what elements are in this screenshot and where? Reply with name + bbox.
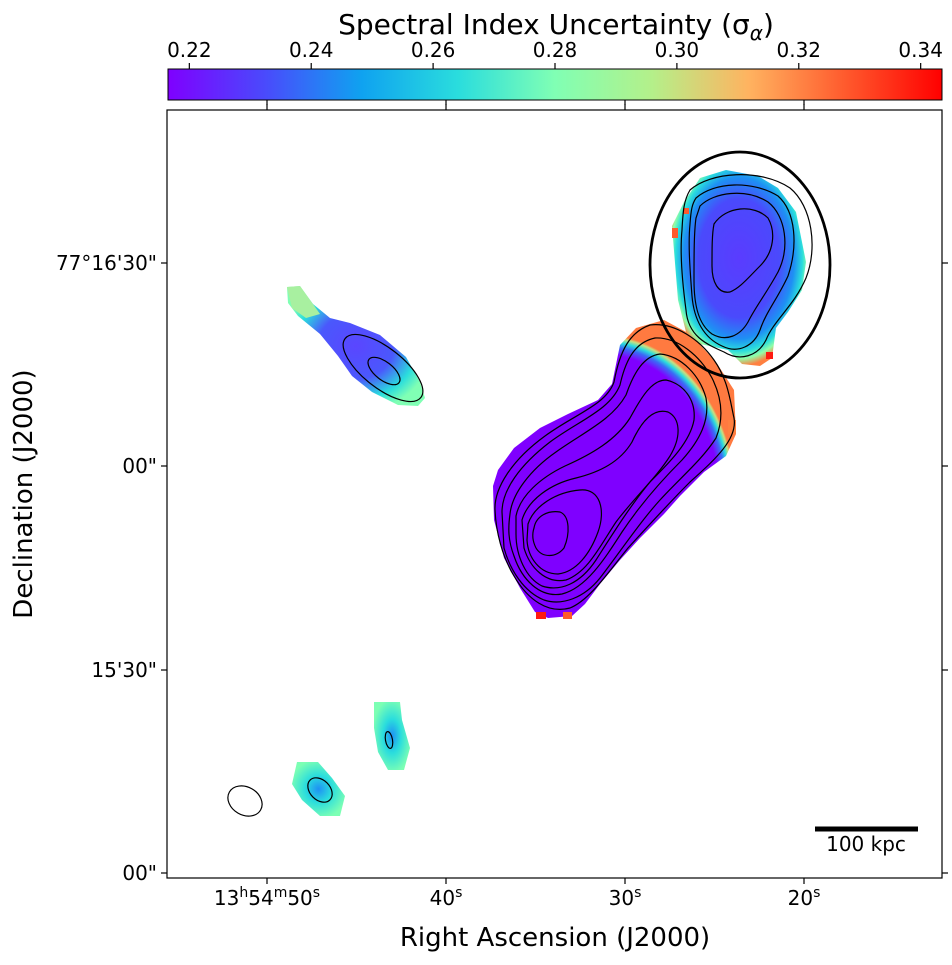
north-lobe-edge-pixel (766, 352, 773, 359)
colorbar-tick-label: 0.28 (533, 38, 578, 62)
region-ellipse (648, 150, 832, 380)
x-axis-label: Right Ascension (J2000) (400, 923, 710, 953)
x-tick-labels: 13h54m50s 40s 30s 20s (214, 885, 820, 910)
small-contours (307, 731, 394, 803)
left-contours (342, 333, 424, 403)
x-tick-label: 40s (430, 885, 463, 910)
y-tick-labels: 77°16'30" 00" 15'30" 00" (56, 251, 157, 885)
scale-bar-label: 100 kpc (826, 832, 906, 856)
colorbar-title: Spectral Index Uncertainty (σα) (338, 8, 774, 45)
colorbar-tick-label: 0.34 (898, 38, 943, 62)
colorbar-tick-label: 0.30 (655, 38, 700, 62)
beam-ellipse (227, 785, 263, 817)
x-tick-label: 20s (788, 885, 821, 910)
y-tick-label: 00" (122, 454, 157, 478)
y-tick-label: 77°16'30" (56, 251, 157, 275)
left-source-tail-edge (287, 286, 320, 318)
north-lobe-edge-pixel (683, 208, 689, 214)
core-edge-pixel (536, 612, 546, 619)
north-lobe-edge-pixel (672, 228, 678, 238)
core-edge-pixel (563, 612, 572, 619)
x-tick-label: 13h54m50s (214, 885, 320, 910)
y-tick-label: 00" (122, 861, 157, 885)
colorbar-tick-label: 0.24 (289, 38, 334, 62)
left-source-tail (287, 286, 425, 406)
small-source-low (292, 762, 345, 816)
north-contours (680, 174, 813, 358)
core-lobe (493, 320, 736, 618)
y-axis-label: Declination (J2000) (9, 369, 39, 618)
x-tick-label: 30s (609, 885, 642, 910)
core-contours (494, 324, 735, 610)
north-lobe (672, 170, 806, 366)
axis-ticks (161, 104, 948, 884)
colorbar-tick-label: 0.26 (411, 38, 456, 62)
plot-area (227, 150, 918, 832)
colorbar-ticks: 0.22 0.24 0.26 0.28 0.30 0.32 0.34 (167, 38, 943, 105)
colorbar (167, 68, 943, 101)
colorbar-tick-label: 0.32 (777, 38, 822, 62)
y-tick-label: 15'30" (91, 658, 157, 682)
plot-frame (166, 109, 943, 879)
colorbar-tick-label: 0.22 (167, 38, 212, 62)
core-edge-pixel (728, 420, 736, 434)
